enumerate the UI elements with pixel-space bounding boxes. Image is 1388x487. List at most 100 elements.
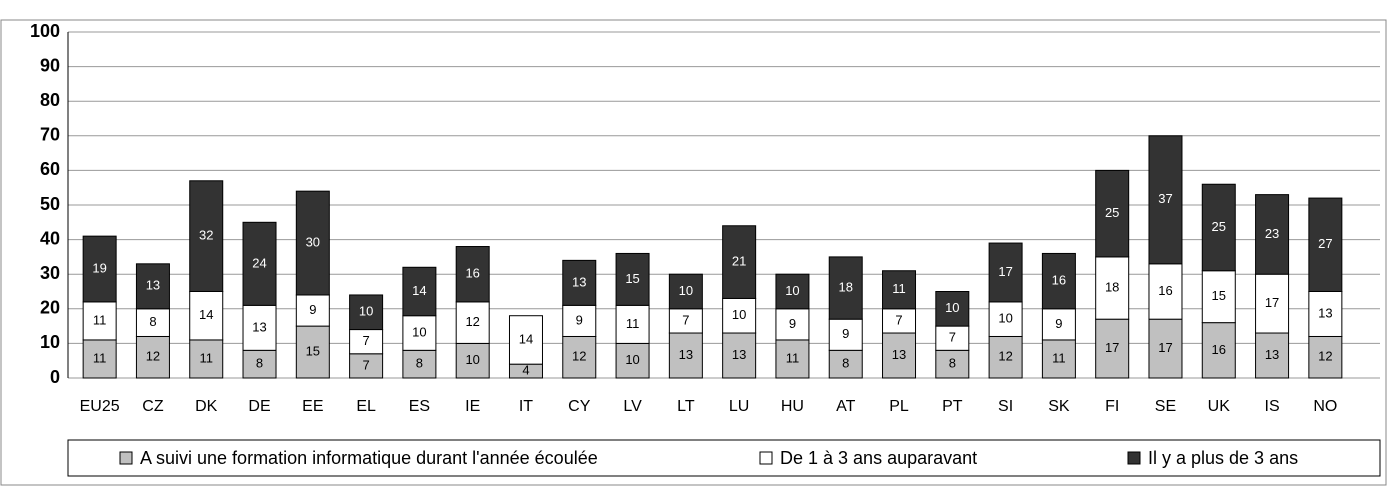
y-tick-label: 40 (40, 228, 60, 248)
x-tick-label: PT (942, 398, 963, 415)
legend-box (67, 439, 1381, 477)
data-label: 14 (199, 307, 213, 322)
x-tick-label: DE (248, 398, 270, 415)
bar-segment (402, 349, 437, 379)
y-tick-label: 50 (40, 194, 60, 214)
data-label: 30 (306, 234, 320, 249)
bar-segment (562, 259, 597, 306)
x-tick-label: EE (302, 398, 323, 415)
bar-segment (135, 308, 170, 337)
y-tick-label: 0 (50, 367, 60, 387)
data-label: 9 (842, 326, 849, 341)
x-tick-label: UK (1208, 398, 1231, 415)
bar-segment (1201, 322, 1236, 379)
data-label: 25 (1105, 205, 1119, 220)
data-label: 12 (465, 314, 479, 329)
data-label: 17 (998, 264, 1012, 279)
data-label: 15 (625, 271, 639, 286)
x-tick-label: SE (1155, 398, 1176, 415)
bar-segment (189, 291, 224, 341)
data-label: 11 (626, 316, 640, 331)
data-label: 9 (1055, 316, 1062, 331)
data-label: 7 (895, 312, 902, 327)
bar-segment (1255, 332, 1290, 379)
x-tick-label: PL (889, 398, 909, 415)
data-label: 12 (146, 349, 160, 364)
x-tick-label: LV (623, 398, 642, 415)
bar-segment (828, 349, 863, 379)
data-label: 11 (199, 350, 213, 365)
bar-segment (1308, 291, 1343, 337)
data-label: 10 (625, 352, 639, 367)
x-tick-label: IE (465, 398, 480, 415)
data-label: 13 (679, 347, 693, 362)
bar-segment (722, 332, 757, 379)
data-label: 12 (1318, 349, 1332, 364)
data-label: 17 (1158, 340, 1172, 355)
data-label: 11 (892, 281, 906, 296)
bar-segment (189, 180, 224, 292)
legend-label: Il y a plus de 3 ans (1148, 448, 1298, 468)
x-tick-label: SK (1048, 398, 1070, 415)
x-tick-label: IT (519, 398, 533, 415)
bar-segment (828, 256, 863, 320)
bar-segment (1308, 197, 1343, 292)
bar-segment (1201, 183, 1236, 272)
bar-segment (349, 294, 384, 331)
data-label: 13 (892, 347, 906, 362)
legend-label: A suivi une formation informatique duran… (140, 448, 598, 468)
y-tick-label: 20 (40, 298, 60, 318)
data-label: 12 (572, 349, 586, 364)
data-label: 32 (199, 228, 213, 243)
legend-label: De 1 à 3 ans auparavant (780, 448, 977, 468)
bar-segment (1308, 335, 1343, 379)
x-tick-label: ES (409, 398, 430, 415)
data-label: 14 (519, 331, 533, 346)
bar-segment (828, 318, 863, 351)
y-tick-label: 70 (40, 125, 60, 145)
bar-segment (508, 315, 543, 365)
y-tick-label: 100 (30, 21, 60, 41)
data-label: 10 (412, 324, 426, 339)
y-tick-label: 60 (40, 159, 60, 179)
bar-segment (775, 339, 810, 379)
data-label: 16 (1212, 342, 1226, 357)
x-tick-label: CZ (142, 398, 164, 415)
data-label: 16 (1052, 273, 1066, 288)
x-tick-label: LU (729, 398, 749, 415)
data-label: 11 (1052, 350, 1066, 365)
bar-segment (402, 315, 437, 351)
y-tick-label: 30 (40, 263, 60, 283)
bar-segment (135, 263, 170, 310)
bar-segment (615, 252, 650, 306)
bar-segment (722, 225, 757, 299)
bar-segment (1255, 194, 1290, 275)
data-label: 10 (945, 300, 959, 315)
bar-segment (1201, 270, 1236, 324)
data-label: 8 (842, 356, 849, 371)
data-label: 10 (732, 307, 746, 322)
data-label: 21 (732, 254, 746, 269)
x-tick-label: LT (677, 398, 695, 415)
x-tick-label: EL (356, 398, 376, 415)
data-label: 37 (1158, 191, 1172, 206)
bar-segment (295, 294, 330, 327)
data-label: 25 (1212, 219, 1226, 234)
data-label: 16 (465, 266, 479, 281)
x-tick-label: CY (568, 398, 591, 415)
bar-segment (295, 190, 330, 296)
data-label: 15 (1212, 288, 1226, 303)
bar-segment (1148, 263, 1183, 320)
chart-border (0, 19, 1387, 486)
x-tick-label: SI (998, 398, 1013, 415)
x-tick-label: FI (1105, 398, 1119, 415)
data-label: 13 (1265, 347, 1279, 362)
x-tick-label: IS (1265, 398, 1280, 415)
bar-segment (455, 301, 490, 344)
data-label: 11 (93, 312, 107, 327)
data-label: 16 (1158, 283, 1172, 298)
bar-segment (935, 349, 970, 379)
data-label: 14 (412, 283, 426, 298)
data-label: 4 (522, 363, 529, 378)
data-label: 11 (786, 350, 800, 365)
